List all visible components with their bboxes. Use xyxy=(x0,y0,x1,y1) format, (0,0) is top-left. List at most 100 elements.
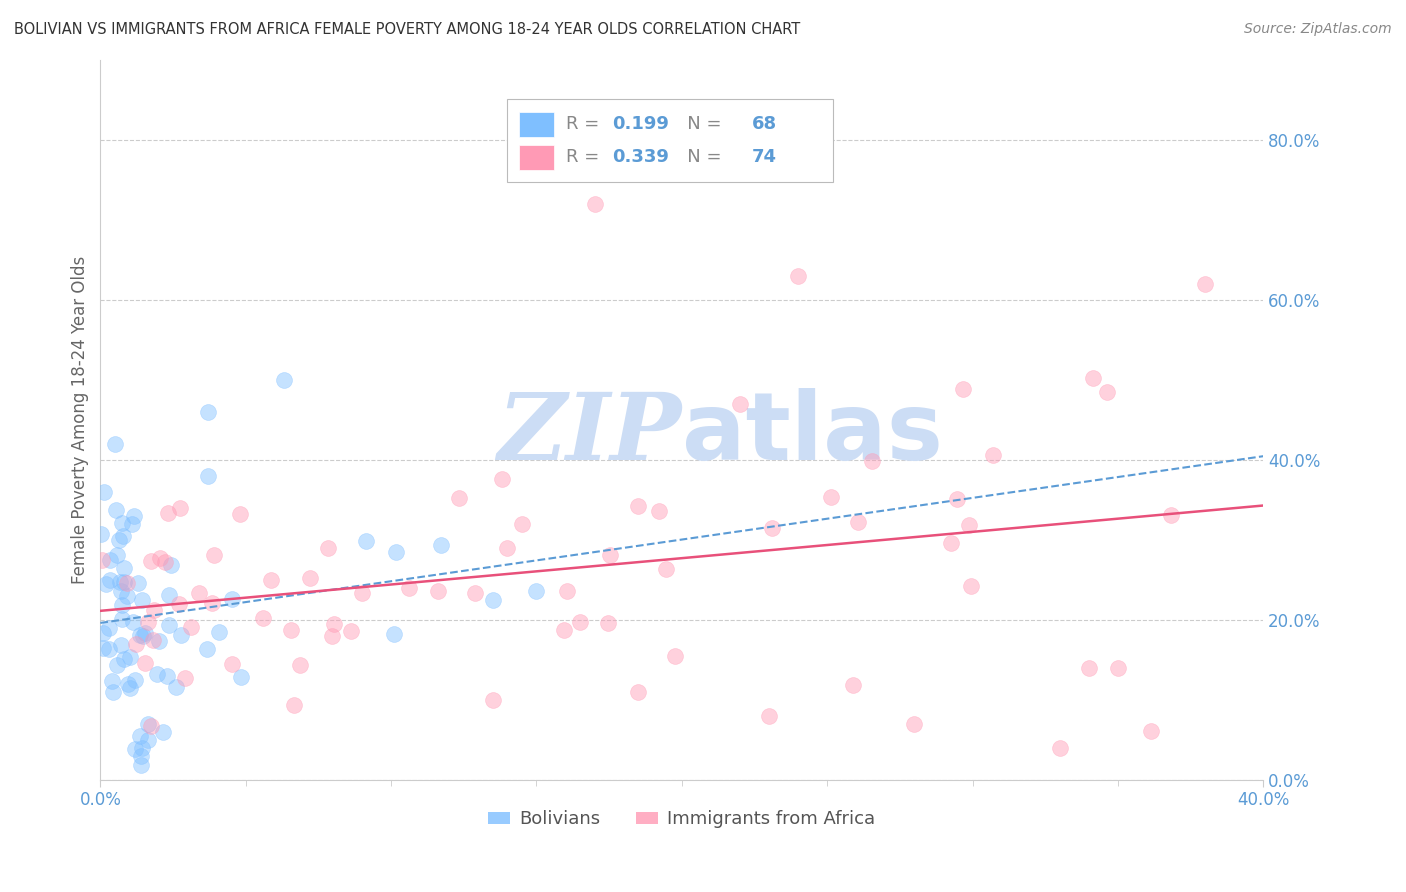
Point xyxy=(339,624,361,639)
Point xyxy=(482,593,505,607)
Point xyxy=(860,454,883,468)
Point xyxy=(156,669,179,683)
Point xyxy=(569,615,592,629)
Point xyxy=(170,627,193,641)
Point xyxy=(134,656,156,670)
Text: 0.199: 0.199 xyxy=(612,115,669,134)
Point xyxy=(482,692,505,706)
Text: atlas: atlas xyxy=(682,388,943,480)
Point xyxy=(90,526,112,541)
Text: ZIP: ZIP xyxy=(498,389,682,479)
Y-axis label: Female Poverty Among 18-24 Year Olds: Female Poverty Among 18-24 Year Olds xyxy=(72,255,89,583)
Point xyxy=(110,584,132,599)
Text: Source: ZipAtlas.com: Source: ZipAtlas.com xyxy=(1244,22,1392,37)
Point xyxy=(655,562,678,576)
Point xyxy=(124,673,146,687)
Point xyxy=(110,638,132,652)
Point xyxy=(583,196,606,211)
Point xyxy=(903,716,925,731)
Point xyxy=(145,666,167,681)
Point xyxy=(124,508,146,523)
FancyBboxPatch shape xyxy=(519,112,554,137)
Text: R =: R = xyxy=(565,115,605,134)
Point xyxy=(101,674,124,689)
Point xyxy=(148,634,170,648)
Point xyxy=(105,658,128,673)
Point xyxy=(165,680,187,694)
Point xyxy=(111,599,134,613)
Point xyxy=(427,583,450,598)
Point xyxy=(510,516,533,531)
Point xyxy=(169,597,191,611)
Point xyxy=(169,500,191,515)
Point xyxy=(157,618,180,632)
Point xyxy=(221,592,243,607)
Point xyxy=(553,623,575,637)
Point xyxy=(118,649,141,664)
Point xyxy=(229,508,252,522)
Point xyxy=(1160,508,1182,523)
Point xyxy=(101,685,124,699)
Point xyxy=(111,612,134,626)
Point xyxy=(129,628,152,642)
Point xyxy=(1083,371,1105,385)
Point xyxy=(197,468,219,483)
Point xyxy=(758,708,780,723)
Point xyxy=(136,615,159,630)
Point xyxy=(202,548,225,562)
Point xyxy=(108,574,131,589)
Point xyxy=(298,571,321,585)
Point xyxy=(129,748,152,763)
Point xyxy=(136,732,159,747)
Point xyxy=(398,581,420,595)
Point xyxy=(187,586,209,600)
Point xyxy=(131,740,153,755)
Text: N =: N = xyxy=(671,148,727,166)
Text: 74: 74 xyxy=(752,148,776,166)
Point xyxy=(112,529,135,543)
Point xyxy=(122,615,145,629)
Point xyxy=(599,548,621,562)
Point xyxy=(596,616,619,631)
Point xyxy=(157,588,180,602)
Point xyxy=(464,586,486,600)
Point xyxy=(180,619,202,633)
Text: 68: 68 xyxy=(752,115,776,134)
Point xyxy=(664,649,686,664)
Point xyxy=(149,551,172,566)
Point xyxy=(139,719,162,733)
Point xyxy=(115,589,138,603)
Point xyxy=(124,742,146,756)
Point xyxy=(118,681,141,695)
Point xyxy=(939,536,962,550)
Text: R =: R = xyxy=(565,148,605,166)
Point xyxy=(627,684,650,698)
Point xyxy=(105,548,128,562)
Point xyxy=(430,538,453,552)
Point xyxy=(98,574,121,588)
Point xyxy=(125,637,148,651)
Point xyxy=(91,640,114,655)
Point xyxy=(117,677,139,691)
Point xyxy=(1140,723,1163,738)
Point xyxy=(121,516,143,531)
Point xyxy=(449,491,471,505)
Point xyxy=(139,554,162,568)
Point xyxy=(496,541,519,555)
Point xyxy=(129,729,152,743)
Point xyxy=(841,678,863,692)
Point xyxy=(385,545,408,559)
Point xyxy=(321,629,343,643)
Point xyxy=(787,268,810,283)
Point xyxy=(127,575,149,590)
Point xyxy=(96,576,118,591)
Point xyxy=(115,576,138,591)
Point xyxy=(112,652,135,666)
Point xyxy=(108,533,131,547)
Point xyxy=(626,500,648,514)
Point xyxy=(142,633,165,648)
Point xyxy=(1107,660,1129,674)
Point xyxy=(90,553,112,567)
Point xyxy=(1097,385,1119,400)
Point xyxy=(491,472,513,486)
